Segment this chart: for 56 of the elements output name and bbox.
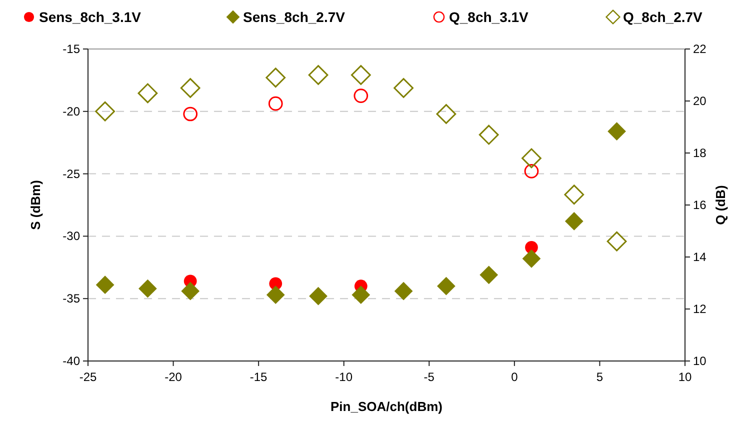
point bbox=[181, 282, 200, 300]
x-tick-label: -15 bbox=[250, 370, 268, 384]
point bbox=[180, 78, 200, 98]
x-tick-label: -10 bbox=[335, 370, 353, 384]
y2-axis-title: Q (dB) bbox=[713, 185, 728, 225]
point bbox=[138, 83, 158, 104]
y2-tick-label: 18 bbox=[693, 146, 707, 160]
point bbox=[522, 148, 542, 168]
point bbox=[352, 286, 370, 304]
point bbox=[522, 249, 541, 268]
y2-tick-label: 10 bbox=[693, 354, 707, 368]
point bbox=[266, 286, 285, 304]
y-tick-label: -30 bbox=[62, 229, 80, 244]
point bbox=[308, 65, 328, 85]
y-tick-label: -20 bbox=[62, 104, 80, 118]
point bbox=[268, 96, 283, 111]
y2-tick-label: 22 bbox=[693, 42, 707, 56]
y2-tick-label: 20 bbox=[693, 94, 707, 108]
point bbox=[564, 212, 584, 230]
point bbox=[138, 279, 157, 298]
point bbox=[436, 104, 456, 124]
legend-label: Sens_8ch_3.1V bbox=[39, 9, 142, 25]
point bbox=[183, 106, 198, 122]
point bbox=[478, 124, 499, 145]
point bbox=[437, 276, 456, 296]
legend-label: Q_8ch_2.7V bbox=[623, 9, 704, 25]
point bbox=[394, 282, 413, 300]
y2-tick-label: 16 bbox=[693, 198, 707, 212]
x-tick-label: -20 bbox=[164, 370, 182, 384]
legend-label: Q_8ch_3.1V bbox=[449, 9, 530, 25]
legend-label: Sens_8ch_2.7V bbox=[243, 9, 346, 25]
y2-tick-label: 14 bbox=[693, 250, 707, 264]
point bbox=[266, 68, 286, 88]
y-tick-label: -35 bbox=[62, 292, 80, 306]
point bbox=[95, 101, 115, 122]
y-axis-title: S (dBm) bbox=[28, 180, 43, 230]
point bbox=[606, 231, 627, 252]
point bbox=[524, 164, 539, 178]
point bbox=[394, 78, 414, 98]
point bbox=[564, 184, 584, 205]
point bbox=[309, 286, 328, 306]
y-tick-label: -40 bbox=[62, 354, 80, 368]
x-tick-label: 5 bbox=[596, 370, 604, 384]
point bbox=[350, 65, 371, 85]
x-tick-label: 0 bbox=[511, 370, 518, 384]
x-tick-label: -25 bbox=[79, 370, 97, 384]
point bbox=[608, 122, 626, 141]
point bbox=[354, 88, 368, 103]
x-tick-label: -5 bbox=[424, 370, 435, 384]
y-tick-label: -25 bbox=[62, 166, 80, 181]
point bbox=[96, 276, 114, 294]
y-tick-label: -15 bbox=[62, 42, 80, 56]
x-tick-label: 10 bbox=[678, 370, 692, 384]
point bbox=[480, 266, 498, 284]
x-axis-title: Pin_SOA/ch(dBm) bbox=[330, 399, 442, 414]
y2-tick-label: 12 bbox=[693, 302, 707, 316]
